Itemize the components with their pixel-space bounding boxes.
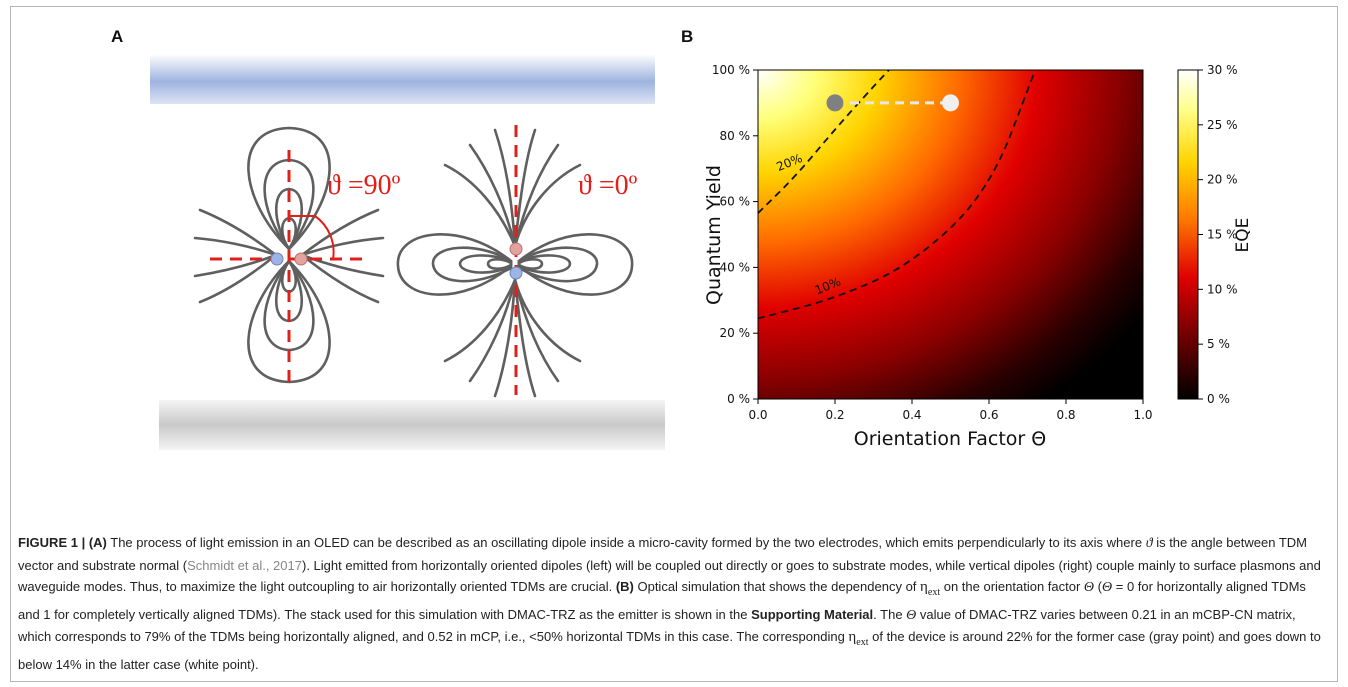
y-tick-label: 60 % — [720, 195, 751, 209]
y-axis-label: Quantum Yield — [703, 165, 725, 305]
panel-a-illustration: ϑ =90º ϑ =0º — [150, 54, 665, 450]
x-tick-label: 1.0 — [1133, 408, 1152, 422]
panel-b-label: B — [681, 27, 694, 46]
caption-text-6: ( — [1094, 579, 1102, 594]
gray-point — [826, 94, 844, 112]
colorbar-label: EQE — [1233, 218, 1253, 253]
negative-charge-right-icon — [509, 266, 523, 280]
x-tick-label: 0.8 — [1056, 408, 1075, 422]
caption-text-9: value of DMAC-TRZ varies between 0.21 in… — [18, 606, 1296, 645]
dipole-field-vertical-icon — [396, 128, 634, 398]
positive-charge-right-icon — [509, 242, 523, 256]
colorbar-tick-label: 20 % — [1207, 173, 1238, 187]
caption-theta-symbol: ϑ — [1145, 536, 1153, 551]
colorbar-ticks: 0 % 5 % 10 % 15 % 20 % 25 % 30 % — [1198, 63, 1238, 406]
angle-label-0: ϑ =0º — [578, 170, 638, 201]
top-electrode — [150, 54, 655, 104]
y-tick-label: 100 % — [712, 63, 750, 77]
caption-text-3: ). Light emitted from horizontally orien… — [18, 557, 1321, 595]
colorbar-tick-label: 15 % — [1207, 228, 1238, 242]
angle-arc-left — [289, 215, 335, 260]
caption-text-10: of the device is around 22% for the form… — [18, 629, 1321, 672]
positive-charge-left-icon — [294, 252, 308, 266]
caption-part-a-label: (A) — [88, 535, 107, 550]
x-tick-label: 0.2 — [825, 408, 844, 422]
x-tick-label: 0.0 — [748, 408, 767, 422]
bottom-electrode — [159, 400, 665, 450]
caption-text-1: The process of light emission in an OLED… — [106, 535, 1146, 550]
white-point — [942, 94, 959, 112]
marker-group — [826, 94, 959, 112]
y-ticks: 0 % 20 % 40 % 60 % 80 % 100 % — [712, 63, 758, 406]
plot-frame — [757, 69, 1144, 400]
colorbar-tick-label: 25 % — [1207, 118, 1238, 132]
contour-line-10 — [758, 70, 1037, 320]
contour-line-20 — [758, 70, 890, 214]
panel-b-chart: 10%20% 0.0 0.2 0.4 0.6 0.8 1.0 0 %20 %40 %60 … — [703, 63, 1253, 450]
x-tick-label: 0.4 — [902, 408, 921, 422]
caption-text-8: . The — [873, 606, 907, 622]
heatmap-area — [758, 70, 1143, 399]
angle-label-90: ϑ =90º — [327, 170, 401, 201]
caption-part-b-label: (B) — [615, 579, 634, 594]
panel-a-label: A — [111, 27, 124, 46]
figure-frame — [10, 6, 1338, 682]
x-axis-label: Orientation Factor Θ — [854, 428, 1046, 450]
caption-citation-link[interactable]: Schmidt et al., 2017 — [187, 557, 302, 573]
caption-theta-3: Θ — [906, 607, 917, 623]
colorbar-tick-label: 10 % — [1207, 282, 1238, 296]
dipole-field-horizontal-icon — [193, 126, 385, 384]
caption-supporting-material-link[interactable]: Supporting Material — [751, 606, 874, 622]
y-tick-label: 20 % — [720, 326, 751, 340]
caption-eta-2: ηext — [848, 629, 869, 648]
colorbar-tick-label: 0 % — [1207, 392, 1230, 406]
colorbar — [1177, 69, 1199, 400]
y-tick-label: 80 % — [720, 129, 751, 143]
caption-theta-2: Θ — [1102, 580, 1113, 595]
y-tick-label: 0 % — [727, 392, 750, 406]
x-ticks: 0.0 0.2 0.4 0.6 0.8 1.0 — [748, 399, 1153, 422]
x-tick-label: 0.6 — [979, 408, 998, 422]
colorbar-tick-label: 5 % — [1207, 337, 1230, 351]
caption-eta-1: ηext — [920, 579, 941, 598]
caption-text-4: Optical simulation that shows the depend… — [633, 579, 921, 594]
caption-theta-1: Θ — [1083, 580, 1095, 595]
caption-figure-number: FIGURE 1 | — [18, 535, 89, 550]
caption-text-7: = 0 for horizontally aligned TDMs and 1 … — [18, 579, 1306, 622]
caption-text-2: is the angle between TDM vector and subs… — [18, 535, 1307, 573]
figure-caption: FIGURE 1 | (A) The process of light emis… — [18, 532, 1330, 675]
caption-text-5: on the orientation factor — [940, 579, 1084, 594]
y-tick-label: 40 % — [720, 260, 751, 274]
negative-charge-left-icon — [270, 252, 284, 266]
colorbar-tick-label: 30 % — [1207, 63, 1238, 77]
